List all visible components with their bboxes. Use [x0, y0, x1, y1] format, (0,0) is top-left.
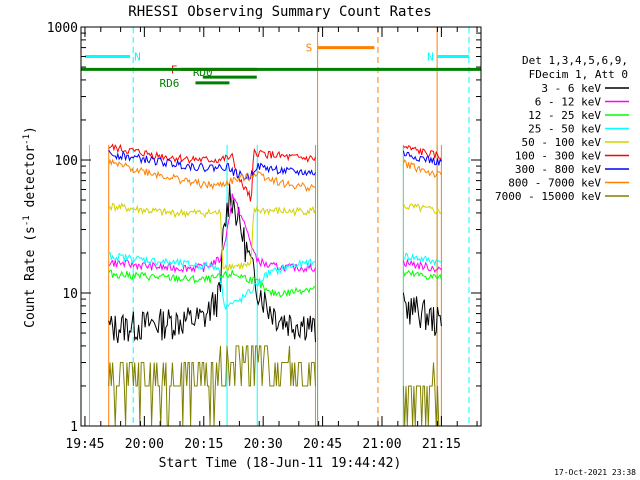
series-line-0-seg1	[402, 292, 442, 336]
x-tick-label: 20:15	[184, 437, 223, 452]
x-tick-label: 20:30	[244, 437, 283, 452]
legend-label: 800 - 7000 keV	[508, 177, 601, 190]
series-line-4-seg1	[402, 203, 442, 215]
axis-layer: 19:45 20:00 20:15 20:30 20:45 21:00 21:15 1 10 10…	[47, 21, 481, 452]
series-line-0-seg0	[108, 183, 316, 344]
series-line-2-seg0	[108, 269, 316, 298]
series-line-4-seg0	[108, 202, 316, 271]
series-line-8-seg1	[402, 362, 442, 427]
legend-label: 12 - 25 keV	[528, 109, 601, 122]
x-tick-label: 21:15	[422, 437, 461, 452]
legend-header-line1: Det 1,3,4,5,6,9,	[522, 54, 628, 67]
legend-label: 3 - 6 keV	[541, 82, 601, 95]
x-tick-label: 19:45	[65, 437, 104, 452]
legend-label: 25 - 50 keV	[528, 123, 601, 136]
series-line-5-seg1	[403, 145, 442, 161]
series-line-1-seg0	[108, 193, 316, 274]
legend-label: 50 - 100 keV	[522, 136, 602, 149]
series-line-3-seg0	[108, 251, 316, 311]
timestamp: 17-Oct-2021 23:38	[554, 468, 636, 477]
x-tick-label: 20:45	[303, 437, 342, 452]
x-axis-label: Start Time (18-Jun-11 19:44:42)	[159, 456, 402, 471]
legend-header-line2: FDecim 1, Att 0	[529, 68, 628, 81]
legend-label: 7000 - 15000 keV	[495, 190, 601, 203]
chart-title: RHESSI Observing Summary Count Rates	[128, 4, 431, 20]
y-tick-label: 100	[55, 154, 78, 169]
plot-frame	[80, 26, 482, 427]
plot-area: NNSFRD0RD6	[81, 27, 481, 427]
series-line-5-seg0	[108, 143, 316, 202]
series-line-8-seg0	[108, 345, 316, 427]
flag-label-s: S	[306, 42, 313, 55]
legend-label: 300 - 800 keV	[515, 163, 601, 176]
x-tick-label: 20:00	[125, 437, 164, 452]
series-line-6-seg1	[402, 150, 442, 166]
y-axis-label: Count Rate (s-1 detector-1)	[22, 126, 38, 328]
y-tick-label: 1000	[47, 21, 78, 36]
series-line-7-seg1	[402, 159, 442, 179]
series-line-1-seg1	[402, 258, 442, 273]
series-line-6-seg0	[108, 149, 316, 181]
flag-label-n: N	[134, 51, 141, 64]
flag-label-rd6: RD6	[159, 77, 179, 90]
series-line-3-seg1	[403, 252, 442, 267]
legend-label: 6 - 12 keV	[535, 96, 602, 109]
x-tick-label: 21:00	[362, 437, 401, 452]
series-line-2-seg1	[402, 269, 442, 281]
legend-label: 100 - 300 keV	[515, 150, 601, 163]
y-tick-label: 10	[62, 287, 78, 302]
flag-label-n: N	[427, 51, 434, 64]
y-tick-label: 1	[70, 420, 78, 435]
series-line-7-seg0	[108, 158, 316, 193]
